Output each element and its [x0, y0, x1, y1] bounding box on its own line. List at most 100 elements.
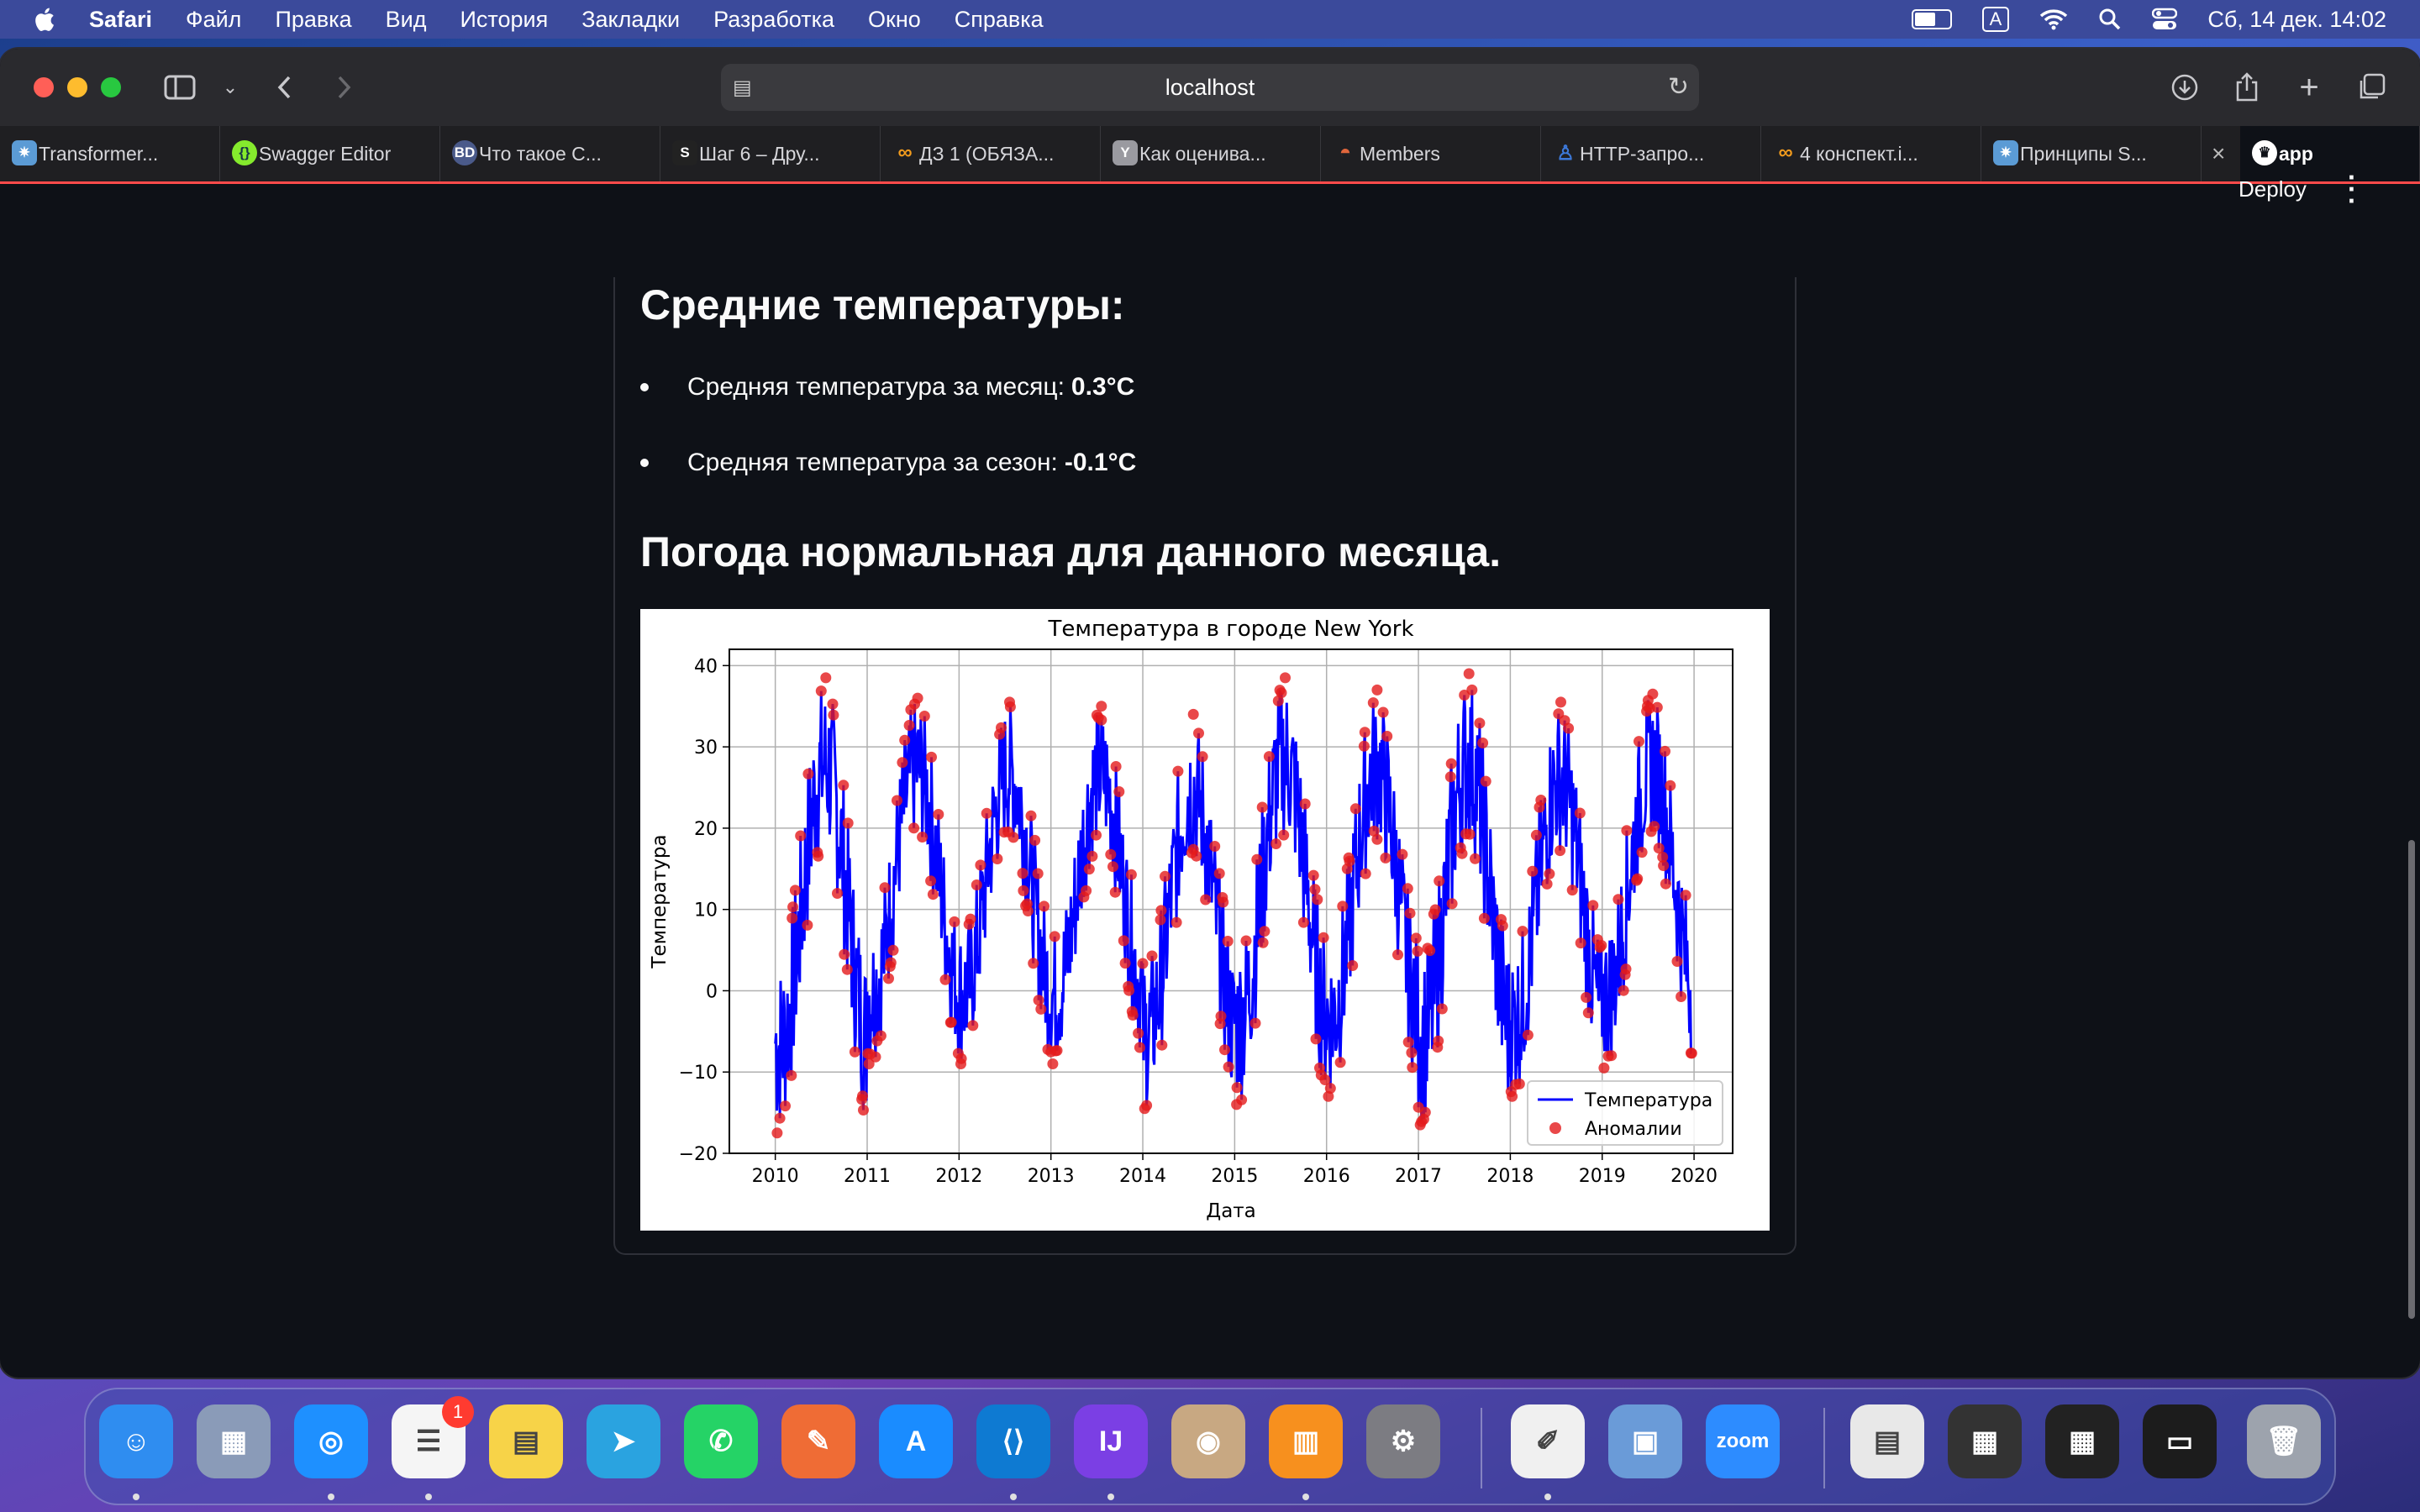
- dock-telegram-icon[interactable]: ➤: [587, 1404, 660, 1478]
- share-icon[interactable]: [2230, 71, 2264, 104]
- page-scrollbar[interactable]: [2408, 840, 2415, 1319]
- dock-freeform-icon[interactable]: ✐: [1511, 1404, 1585, 1478]
- tab-app[interactable]: ♛ app: [2240, 126, 2420, 181]
- downloads-icon[interactable]: [2168, 71, 2202, 104]
- menu-clock[interactable]: Сб, 14 дек. 14:02: [2207, 6, 2386, 32]
- dock-reminders-icon[interactable]: ☰ 1: [392, 1396, 474, 1478]
- y-axis-ticks: −20 −10 0 10 20 30 40: [679, 656, 729, 1165]
- dock-books-icon[interactable]: ▥: [1269, 1404, 1343, 1478]
- menu-bookmarks[interactable]: Закладки: [581, 6, 681, 32]
- menu-help[interactable]: Справка: [954, 6, 1044, 32]
- dock-whatsapp-icon[interactable]: ✆: [684, 1404, 758, 1478]
- dock-intellij-icon[interactable]: IJ: [1074, 1404, 1148, 1478]
- dock-window-thumbnail-1-icon[interactable]: ▦: [1948, 1404, 2022, 1478]
- anomaly-point: [1606, 1050, 1618, 1062]
- anomaly-point: [815, 685, 827, 697]
- close-window-button[interactable]: [34, 77, 54, 97]
- menu-file[interactable]: Файл: [186, 6, 242, 32]
- menu-window[interactable]: Окно: [868, 6, 921, 32]
- chevron-down-icon[interactable]: ⌄: [222, 76, 239, 97]
- wifi-icon[interactable]: [2039, 8, 2068, 30]
- new-tab-plus-icon[interactable]: +: [2299, 68, 2319, 106]
- tab-swagger-editor[interactable]: {} Swagger Editor: [220, 126, 440, 181]
- tab-label: Swagger Editor: [259, 142, 392, 165]
- anomaly-point: [1109, 886, 1121, 898]
- tab-principles[interactable]: ✷ Принципы S...: [1981, 126, 2202, 181]
- dock-system-settings-icon[interactable]: ⚙: [1366, 1404, 1440, 1478]
- tab-hw-1[interactable]: ∞ ДЗ 1 (ОБЯЗА...: [881, 126, 1101, 181]
- anomaly-point: [802, 768, 814, 780]
- dock-app-store-icon[interactable]: A: [879, 1404, 953, 1478]
- anomaly-point: [1215, 1011, 1227, 1022]
- anomaly-point: [1463, 668, 1475, 680]
- dock-safari-icon[interactable]: ◎: [294, 1404, 368, 1478]
- spotlight-search-icon[interactable]: [2098, 8, 2122, 31]
- deploy-button[interactable]: Deploy: [2238, 176, 2307, 202]
- anomaly-point: [1466, 684, 1478, 696]
- anomaly-point: [828, 709, 839, 721]
- dock-window-thumbnail-3-icon[interactable]: ▭: [2143, 1404, 2217, 1478]
- anomaly-point: [1414, 1119, 1426, 1131]
- y-tick-label: 20: [694, 819, 718, 840]
- anomaly-point: [1517, 926, 1528, 937]
- address-bar[interactable]: ▤ localhost ↻: [721, 64, 1699, 111]
- anomaly-point: [1563, 722, 1575, 734]
- menu-app-name[interactable]: Safari: [89, 6, 153, 32]
- apple-icon[interactable]: [32, 6, 55, 33]
- dock-launchpad-icon[interactable]: ▦: [197, 1404, 271, 1478]
- anomaly-point: [1171, 916, 1182, 928]
- tab-transformer[interactable]: ✷ Transformer...: [0, 126, 220, 181]
- anomaly-point: [1347, 960, 1359, 971]
- tab-label: ДЗ 1 (ОБЯЗА...: [919, 142, 1055, 165]
- anomaly-point: [1596, 940, 1607, 951]
- menu-history[interactable]: История: [460, 6, 549, 32]
- tab-step-6[interactable]: S Шаг 6 – Дру...: [660, 126, 881, 181]
- close-tab-icon[interactable]: ×: [2212, 140, 2226, 166]
- anomaly-point: [1200, 894, 1212, 906]
- main-menu-kebab-icon[interactable]: · · ·: [2348, 162, 2357, 216]
- dock-notes-icon[interactable]: ▤: [489, 1404, 563, 1478]
- anomaly-point: [1676, 991, 1687, 1002]
- anomaly-point: [1137, 958, 1149, 969]
- dock-zoom-icon[interactable]: zoom: [1706, 1404, 1780, 1478]
- tab-http-requests[interactable]: ♙ HTTP-запро...: [1541, 126, 1761, 181]
- dock-dbeaver-icon[interactable]: ◉: [1171, 1404, 1245, 1478]
- zoom-window-button[interactable]: [101, 77, 121, 97]
- tab-how-to-evaluate[interactable]: Y Как оценива...: [1101, 126, 1321, 181]
- site-settings-icon[interactable]: ▤: [733, 76, 752, 99]
- anomaly-point: [908, 822, 920, 834]
- tab-what-is[interactable]: BD Что такое C...: [440, 126, 660, 181]
- minimize-window-button[interactable]: [67, 77, 87, 97]
- back-arrow-icon[interactable]: [267, 71, 301, 104]
- dock-vscode-icon[interactable]: ⟨⟩: [976, 1404, 1050, 1478]
- battery-icon[interactable]: [1911, 9, 1952, 29]
- tab-label: Принципы S...: [2020, 142, 2147, 165]
- tab-overview-icon[interactable]: [2354, 71, 2388, 104]
- anomaly-point: [1209, 841, 1221, 852]
- anomaly-point: [1657, 851, 1669, 863]
- dock-window-thumbnail-2-icon[interactable]: ▦: [2045, 1404, 2119, 1478]
- dock-document-thumbnail-icon[interactable]: ▤: [1850, 1404, 1924, 1478]
- control-center-icon[interactable]: [2152, 8, 2178, 31]
- dock-postman-icon[interactable]: ✎: [781, 1404, 855, 1478]
- menu-view[interactable]: Вид: [385, 6, 427, 32]
- anomaly-point: [1222, 936, 1234, 947]
- season-average-label: Средняя температура за сезон:: [687, 449, 1058, 476]
- menu-develop[interactable]: Разработка: [713, 6, 835, 32]
- dock-finder-icon[interactable]: ☺: [99, 1404, 173, 1478]
- dock-preview-icon[interactable]: ▣: [1608, 1404, 1682, 1478]
- menu-edit[interactable]: Правка: [275, 6, 352, 32]
- running-indicator: [425, 1494, 432, 1500]
- input-source-indicator[interactable]: A: [1981, 7, 2010, 32]
- tab-notes-4[interactable]: ∞ 4 конспект.i...: [1761, 126, 1981, 181]
- tab-members[interactable]: ◓ Members: [1321, 126, 1541, 181]
- address-text[interactable]: localhost: [1165, 74, 1255, 100]
- sidebar-toggle-icon[interactable]: [163, 71, 197, 104]
- anomaly-point: [1191, 850, 1202, 862]
- dock-trash-icon[interactable]: 🗑: [2247, 1404, 2321, 1478]
- anomaly-point: [789, 885, 801, 896]
- anomaly-point: [1213, 868, 1225, 879]
- anomaly-point: [1402, 883, 1413, 895]
- reload-icon[interactable]: ↻: [1667, 73, 1689, 101]
- forward-arrow-icon[interactable]: [328, 71, 361, 104]
